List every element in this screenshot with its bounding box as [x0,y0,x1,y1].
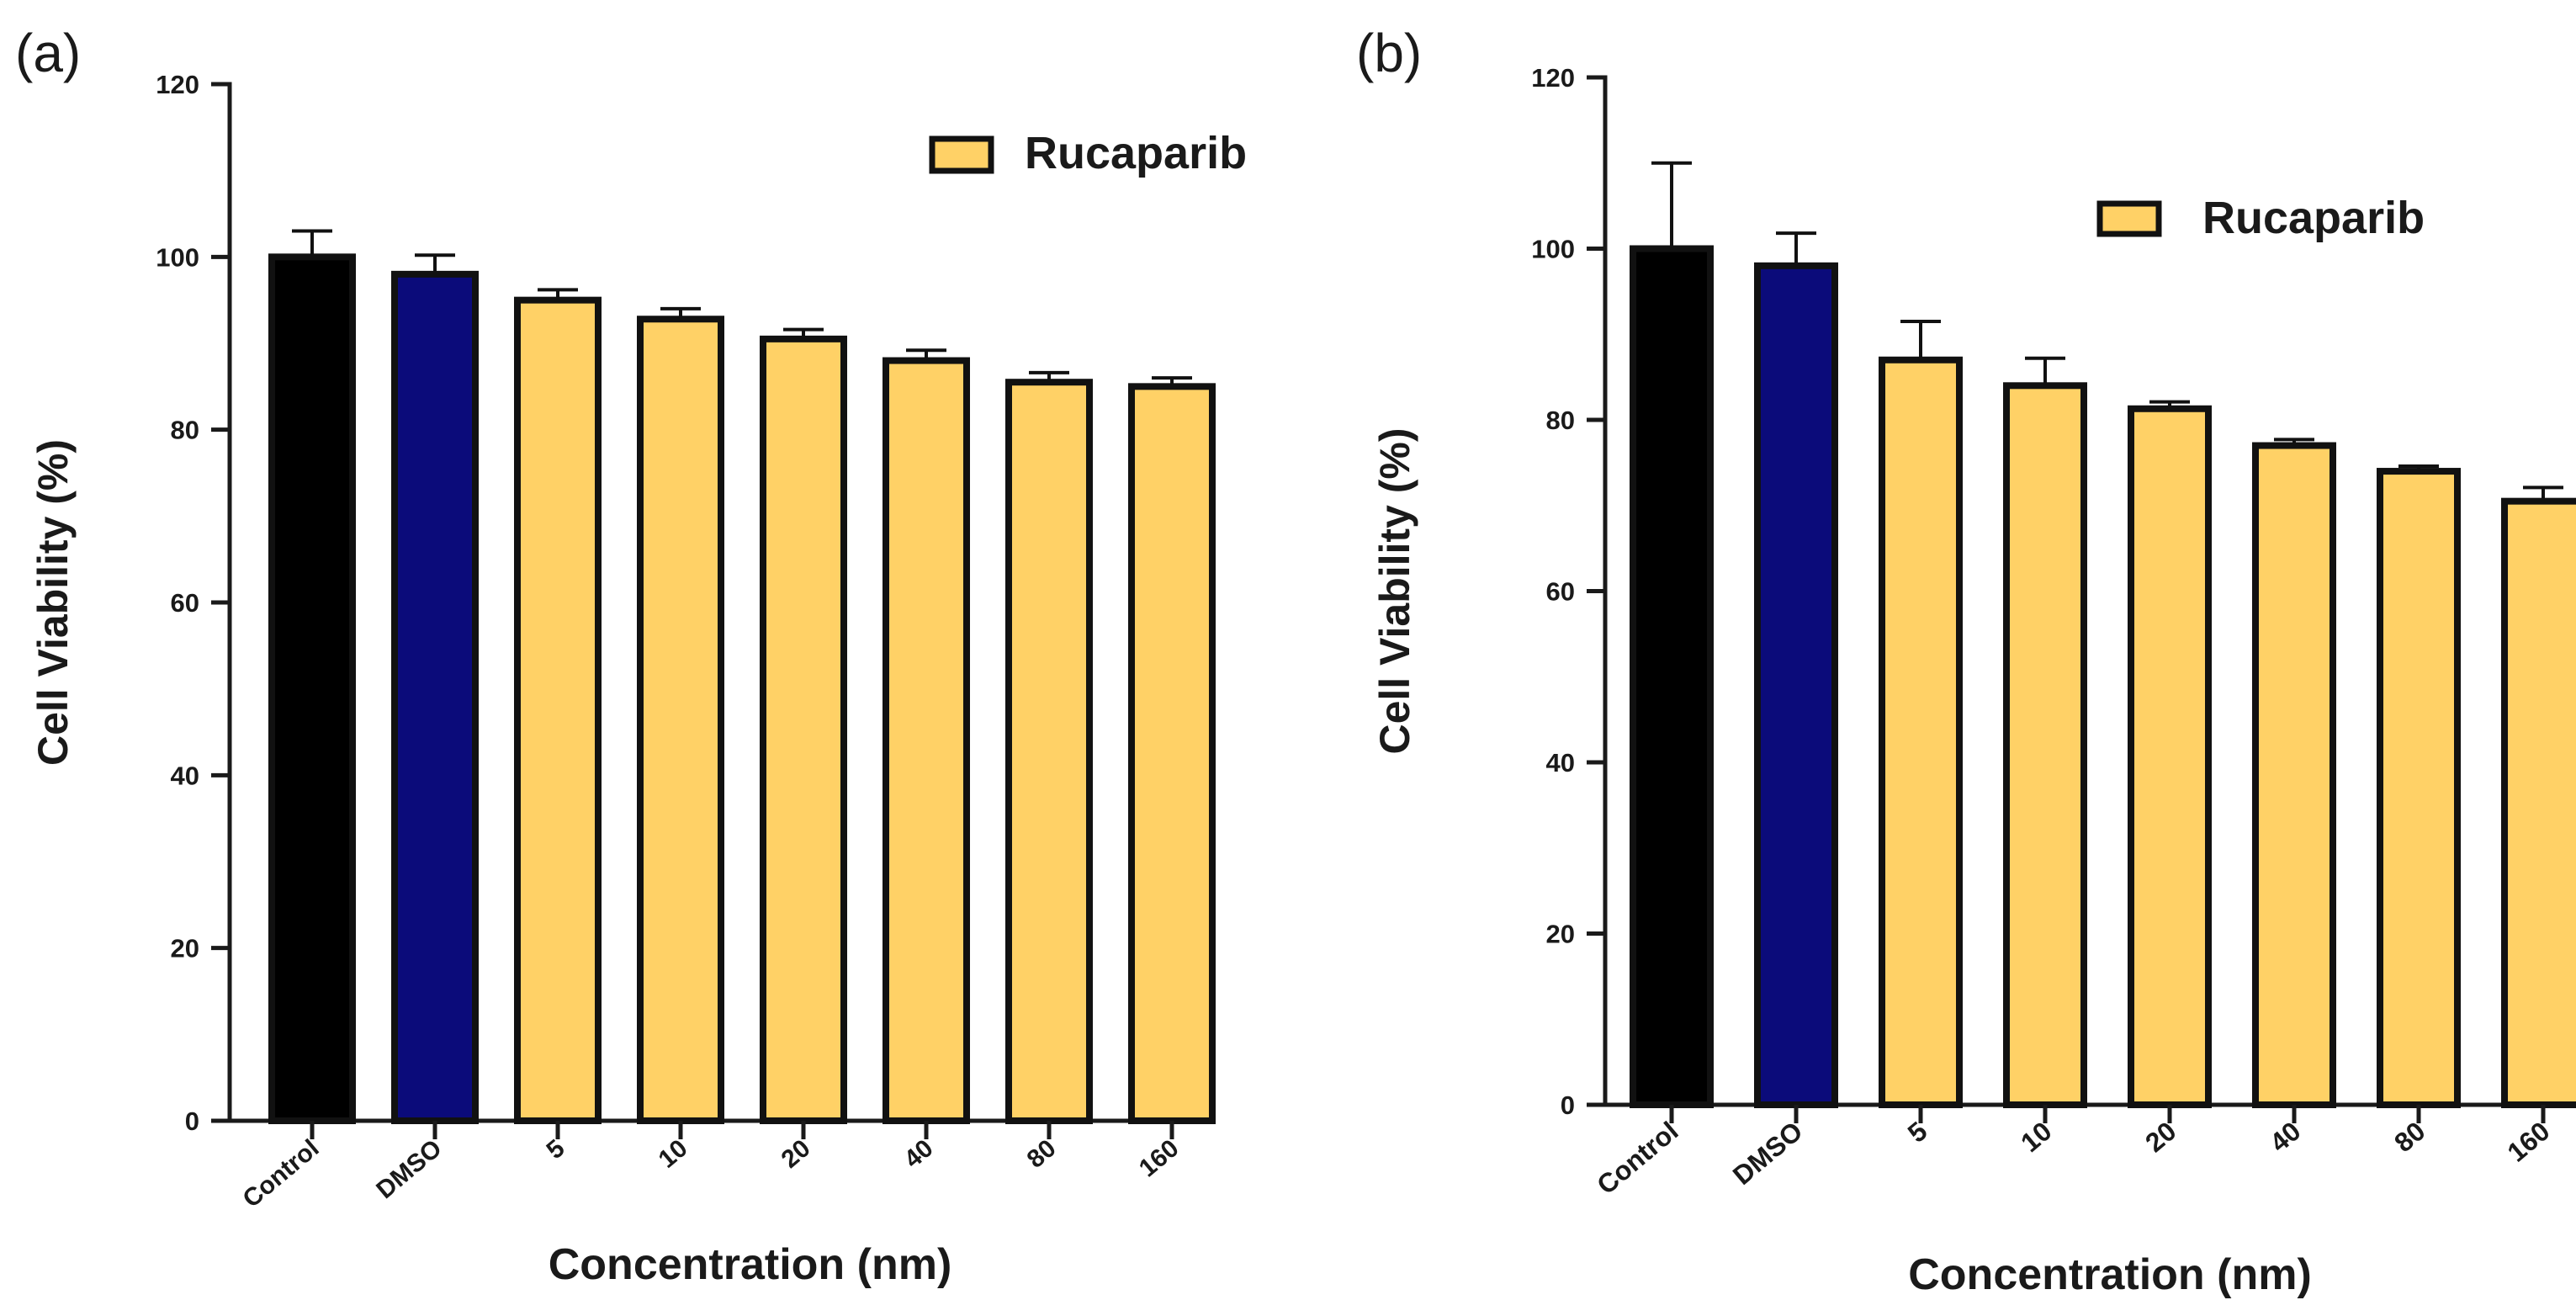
x-tick-label: 10 [2015,1116,2057,1158]
x-tick-label: Control [1591,1116,1683,1201]
panel-label: (b) [1356,23,1422,83]
x-tick-label: Control [238,1134,325,1213]
y-tick-label: 60 [1546,577,1575,607]
chart-panel-a: (a) 0 20 40 60 80 100 120 Cell Viability (%) Cont… [15,23,1247,1289]
bar-5 [1879,356,1963,1108]
x-tick-label: 20 [777,1134,816,1174]
y-tick-label: 20 [171,934,199,963]
bar-10 [637,316,724,1124]
bar-10 [2003,382,2087,1108]
y-tick-label: 40 [171,761,199,790]
y-tick-label: 40 [1546,748,1575,777]
bar-20 [760,335,847,1125]
y-axis-title: Cell Viability (%) [29,439,77,766]
x-tick-label: 40 [2264,1116,2306,1158]
legend-swatch [929,135,994,174]
legend-label: Rucaparib [2202,193,2425,243]
bar-80 [1005,379,1093,1124]
x-tick-label: 160 [1134,1134,1185,1182]
x-tick-label: 40 [899,1134,939,1174]
panel-label: (a) [15,23,81,83]
y-tick-label: 60 [171,588,199,618]
x-axis-title: Concentration (nm) [549,1240,952,1289]
bar-5 [514,296,602,1124]
chart-panel-b: (b) 0 20 40 60 80 100 120 Cell Viability (%) Cont… [1356,23,2576,1299]
y-tick-label: 0 [1561,1090,1575,1120]
y-tick-label: 120 [1531,63,1575,93]
bar-40 [883,357,970,1124]
legend-label: Rucaparib [1025,128,1247,178]
x-tick-label: 160 [2501,1116,2555,1168]
x-tick-label: 80 [2388,1116,2430,1158]
x-tick-label: 10 [654,1134,693,1174]
bar-80 [2377,468,2461,1108]
x-tick-label: 80 [1022,1134,1062,1174]
bar-dmso [1754,262,1838,1109]
x-axis-title: Concentration (nm) [1908,1250,2312,1299]
bar-control [1630,245,1714,1108]
y-tick-label: 20 [1546,920,1575,949]
y-tick-label: 100 [156,242,199,272]
y-tick-label: 80 [1546,406,1575,435]
bar-20 [2128,405,2212,1108]
bar-160 [1128,383,1216,1125]
bar-control [268,253,356,1124]
bar-160 [2501,497,2576,1108]
x-tick-label: 20 [2139,1116,2181,1158]
x-tick-label: 5 [542,1134,570,1165]
x-tick-label: 5 [1902,1116,1933,1149]
bar-40 [2252,442,2336,1108]
legend-swatch [2096,200,2162,237]
y-tick-label: 0 [185,1106,199,1136]
bar-dmso [391,270,479,1125]
x-tick-label: DMSO [1727,1116,1809,1191]
x-tick-label: DMSO [371,1134,447,1204]
y-tick-label: 120 [156,70,199,99]
y-tick-label: 100 [1531,235,1575,264]
y-axis-title: Cell Viability (%) [1371,427,1418,754]
y-tick-label: 80 [171,416,199,445]
